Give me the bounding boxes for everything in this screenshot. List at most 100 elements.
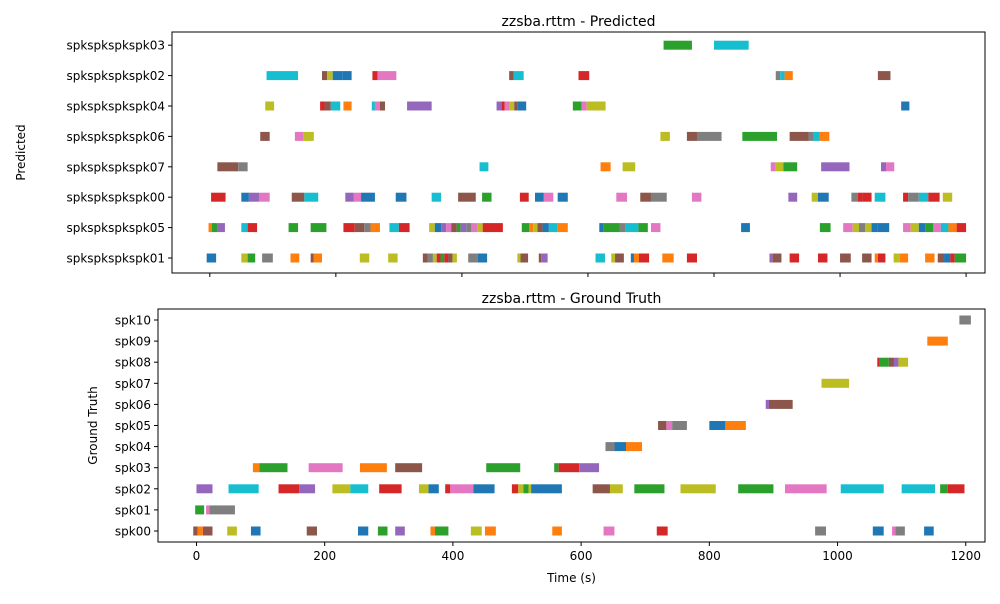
segment-bar [765,399,769,409]
y-tick-label: spk00 [115,525,151,539]
segment-bar [482,192,492,202]
segment-bar [330,101,341,111]
segment-bar [291,192,305,202]
segment-bar [370,223,380,233]
segment-bar [304,192,319,202]
x-tick-label: 0 [193,549,201,563]
segment-bar [788,192,798,202]
segment-bar [769,253,773,263]
segment-bar [265,101,275,111]
segment-bar [324,101,331,111]
segment-bar [924,526,934,536]
y-tick-label: spkspkspkspk06 [66,130,165,144]
segment-bar [672,421,687,430]
segment-bar [371,101,375,111]
segment-bar [927,336,948,346]
segment-bar [592,484,610,494]
segment-bar [477,223,483,233]
segment-bar [444,253,449,263]
segment-bar [310,253,314,263]
segment-bar [611,253,616,263]
segment-bar [663,40,692,50]
segment-bar [843,223,853,233]
y-tick-label: spk05 [115,419,151,433]
y-axis-label: Predicted [14,124,28,180]
segment-bar [320,101,325,111]
segment-bar [379,101,386,111]
segment-bar [496,101,502,111]
segment-bar [886,162,895,172]
segment-bar [634,484,665,494]
segment-bar [427,253,433,263]
segment-bar [691,192,702,202]
segment-bar [209,505,235,515]
segment-bar [479,162,489,172]
segment-bar [432,253,437,263]
segment-bar [775,162,784,172]
segment-bar [616,192,628,202]
segment-bar [431,192,442,202]
y-tick-label: spkspkspkspk02 [66,69,165,83]
segment-bar [877,71,891,81]
segment-bar [441,223,447,233]
segment-bar [247,223,258,233]
segment-bar [874,253,878,263]
segment-bar [541,253,548,263]
segment-bar [278,484,300,494]
segment-bar [446,223,452,233]
segment-bar [789,253,800,263]
segment-bar [898,357,909,367]
segment-bar [925,223,934,233]
segment-bar [538,253,542,263]
y-tick-label: spk06 [115,398,151,412]
segment-bar [260,131,270,141]
segment-bar [533,223,538,233]
segment-bar [521,223,530,233]
segment-bar [840,484,884,494]
segment-bar [197,526,203,536]
segment-bar [308,463,343,473]
segment-bar [640,192,651,202]
segment-bar [877,223,890,233]
segment-bar [364,223,371,233]
segment-bar [466,223,472,233]
segment-bar [808,131,814,141]
y-tick-label: spk10 [115,314,151,328]
segment-bar [359,253,370,263]
segment-bar [517,101,527,111]
segment-bar [910,223,919,233]
segment-bar [372,71,378,81]
segment-bar [858,223,866,233]
y-tick-label: spk03 [115,461,151,475]
segment-bar [228,484,259,494]
segment-bar [294,131,304,141]
segment-bar [388,253,398,263]
segment-bar [940,484,948,494]
x-tick-label: 800 [698,549,721,563]
segment-bar [650,192,667,202]
segment-bar [877,357,880,367]
segment-bar [622,162,636,172]
segment-bar [857,192,863,202]
segment-bar [552,526,562,536]
segment-bar [696,131,722,141]
segment-bar [619,223,626,233]
segment-bar [529,223,534,233]
y-tick-label: spk04 [115,440,151,454]
segment-bar [332,484,351,494]
segment-bar [468,253,478,263]
axes-frame [157,308,986,543]
segment-bar [784,71,793,81]
segment-bar [572,101,582,111]
segment-bar [252,463,260,473]
segment-bar [557,223,568,233]
segment-bar [509,101,515,111]
segment-bar [942,192,953,202]
segment-bar [558,463,580,473]
segment-bar [518,484,524,494]
segment-bar [531,484,562,494]
y-tick-label: spk09 [115,335,151,349]
segment-bar [811,192,818,202]
predicted-panel: spkspkspkspk01 spkspkspkspk05 spkspkspkspk… [14,14,986,277]
